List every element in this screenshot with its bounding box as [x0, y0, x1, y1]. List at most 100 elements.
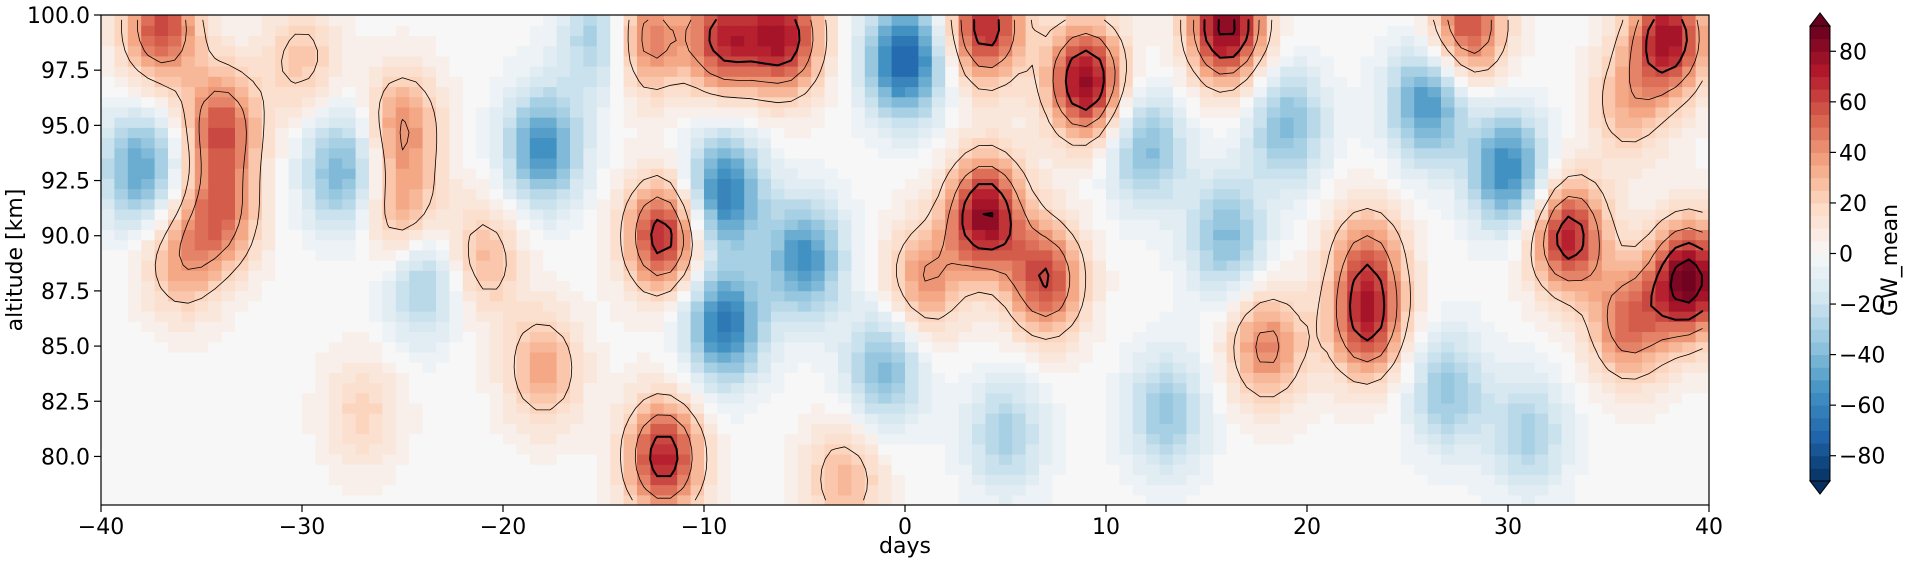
heatmap-cell [1521, 280, 1536, 292]
heatmap-cell [730, 392, 745, 404]
heatmap-cell [878, 484, 893, 496]
heatmap-cell [1534, 219, 1549, 230]
heatmap-cell [1025, 464, 1040, 475]
heatmap-cell [583, 402, 598, 414]
heatmap-cell [1266, 168, 1281, 179]
heatmap-cell [208, 260, 223, 271]
heatmap-cell [529, 351, 544, 363]
heatmap-cell [1481, 147, 1496, 159]
heatmap-cell [730, 96, 745, 108]
heatmap-cell [878, 188, 893, 200]
heatmap-cell [436, 300, 450, 312]
heatmap-cell [154, 239, 169, 251]
heatmap-cell [1052, 300, 1067, 312]
heatmap-cell [1494, 178, 1509, 190]
heatmap-cell [141, 311, 156, 322]
heatmap-cell [1106, 331, 1120, 343]
heatmap-cell [1266, 208, 1281, 220]
heatmap-cell [1025, 433, 1040, 445]
heatmap-cell [1601, 270, 1616, 282]
heatmap-cell [1186, 341, 1201, 353]
heatmap-cell [1360, 127, 1375, 139]
heatmap-cell [1266, 137, 1281, 149]
heatmap-cell [905, 86, 919, 98]
heatmap-cell [905, 270, 919, 282]
heatmap-cell [436, 321, 450, 333]
heatmap-cell [972, 76, 986, 88]
heatmap-cell [690, 178, 705, 190]
heatmap-cell [168, 239, 182, 251]
heatmap-cell [1534, 443, 1549, 455]
heatmap-cell [1481, 239, 1496, 251]
heatmap-cell [1199, 413, 1214, 424]
heatmap-cell [543, 280, 558, 292]
heatmap-cell [1173, 453, 1187, 465]
heatmap-cell [462, 351, 477, 363]
heatmap-cell [395, 321, 410, 333]
heatmap-cell [1575, 423, 1589, 435]
heatmap-cell [1588, 249, 1603, 261]
heatmap-cell [489, 117, 504, 128]
heatmap-cell [1132, 321, 1147, 333]
heatmap-cell [1240, 290, 1254, 302]
heatmap-cell [516, 198, 531, 210]
heatmap-cell [771, 117, 785, 128]
heatmap-cell [1467, 188, 1482, 200]
heatmap-cell [342, 147, 357, 159]
heatmap-cell [784, 168, 799, 179]
heatmap-cell [101, 453, 115, 465]
heatmap-cell [730, 280, 745, 292]
heatmap-cell [918, 453, 933, 465]
heatmap-cell [1079, 198, 1094, 210]
heatmap-cell [235, 86, 249, 98]
heatmap-cell [302, 443, 316, 455]
heatmap-cell [288, 290, 303, 302]
heatmap-cell [1173, 290, 1187, 302]
heatmap-cell [1092, 239, 1107, 251]
heatmap-cell [771, 96, 785, 108]
heatmap-cell [824, 280, 839, 292]
heatmap-cell [1682, 137, 1697, 149]
heatmap-cell [1159, 270, 1174, 282]
heatmap-cell [784, 402, 799, 414]
heatmap-cell [690, 249, 705, 261]
heatmap-cell [851, 443, 866, 455]
heatmap-cell [422, 260, 437, 271]
heatmap-cell [1213, 96, 1228, 108]
heatmap-cell [114, 239, 129, 251]
heatmap-cell [1186, 311, 1201, 322]
heatmap-cell [1441, 106, 1455, 118]
heatmap-cell [342, 413, 357, 424]
heatmap-cell [864, 147, 879, 159]
heatmap-cell [1173, 86, 1187, 98]
heatmap-cell [476, 443, 491, 455]
heatmap-cell [1012, 106, 1027, 118]
heatmap-cell [101, 362, 115, 373]
heatmap-cell [181, 484, 196, 496]
heatmap-cell [811, 443, 826, 455]
heatmap-cell [918, 239, 933, 251]
heatmap-cell [462, 402, 477, 414]
heatmap-cell [945, 260, 960, 271]
heatmap-cell [690, 86, 705, 98]
heatmap-cell [1293, 178, 1308, 190]
heatmap-cell [1628, 198, 1643, 210]
heatmap-cell [1333, 280, 1348, 292]
heatmap-cell [395, 117, 410, 128]
heatmap-cell [931, 76, 946, 88]
heatmap-cell [235, 178, 249, 190]
heatmap-cell [1333, 321, 1348, 333]
heatmap-cell [998, 362, 1013, 373]
heatmap-cell [744, 453, 759, 465]
heatmap-cell [704, 453, 718, 465]
heatmap-cell [1534, 208, 1549, 220]
heatmap-cell [1695, 372, 1709, 384]
heatmap-cell [690, 280, 705, 292]
heatmap-cell [704, 290, 718, 302]
heatmap-cell [1588, 239, 1603, 251]
heatmap-cell [1601, 117, 1616, 128]
heatmap-cell [958, 117, 973, 128]
heatmap-cell [101, 117, 115, 128]
heatmap-cell [395, 208, 410, 220]
heatmap-cell [811, 86, 826, 98]
